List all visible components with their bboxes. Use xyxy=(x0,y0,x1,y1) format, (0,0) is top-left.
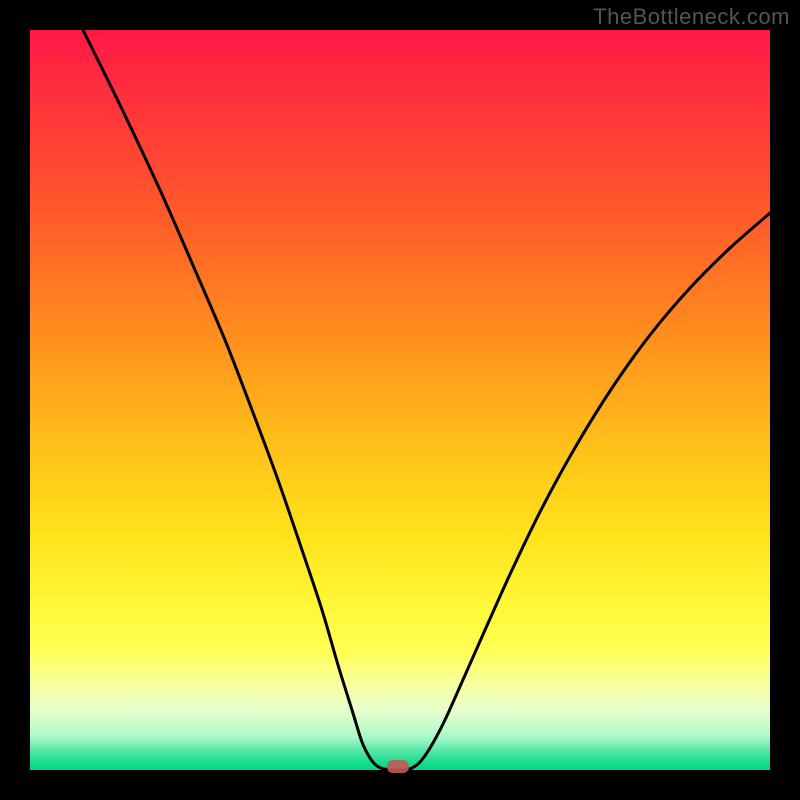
optimal-marker xyxy=(387,760,409,773)
watermark-text: TheBottleneck.com xyxy=(593,4,790,30)
chart-container: TheBottleneck.com xyxy=(0,0,800,800)
plot-background xyxy=(30,30,770,770)
bottleneck-chart xyxy=(0,0,800,800)
